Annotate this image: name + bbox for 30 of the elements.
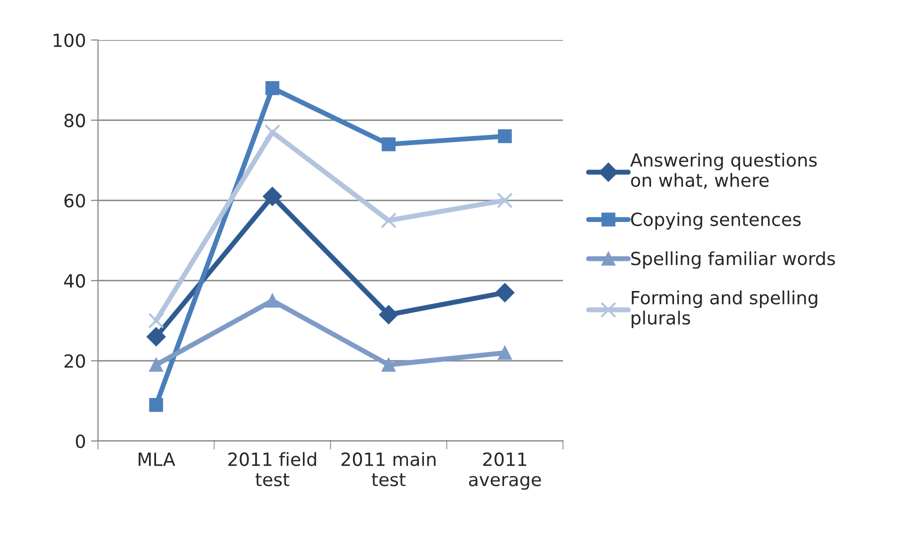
y-tick-label: 40	[64, 274, 85, 288]
x-tick-label: 2011 average	[469, 452, 541, 490]
point	[495, 283, 514, 302]
point	[149, 358, 164, 372]
point	[264, 124, 280, 140]
y-tick-label: 60	[64, 194, 85, 208]
x-tick-label: MLA	[138, 452, 176, 466]
y-tick-label: 100	[54, 33, 85, 48]
legend-label: Forming and spelling plurals	[632, 290, 818, 328]
point	[498, 129, 512, 144]
y-tick-label: 20	[64, 354, 85, 368]
y-tick-label: 80	[64, 114, 85, 128]
point	[149, 398, 164, 412]
point	[496, 192, 513, 208]
point	[148, 312, 164, 329]
point	[379, 305, 398, 324]
legend-label: Answering questions on what, where	[630, 152, 817, 189]
point	[498, 346, 512, 360]
point	[265, 81, 280, 96]
point	[380, 212, 397, 228]
point	[382, 137, 396, 152]
point	[262, 186, 282, 206]
y-tick-label: 0	[76, 434, 85, 448]
x-tick-label: 2011 field test	[228, 452, 316, 486]
x-tick-label: 2011 main test	[342, 452, 436, 486]
point	[146, 327, 166, 346]
point	[265, 294, 280, 308]
legend-label: Copying sentences	[631, 212, 801, 230]
point	[382, 358, 396, 372]
legend-label: Spelling familiar words	[631, 251, 835, 269]
